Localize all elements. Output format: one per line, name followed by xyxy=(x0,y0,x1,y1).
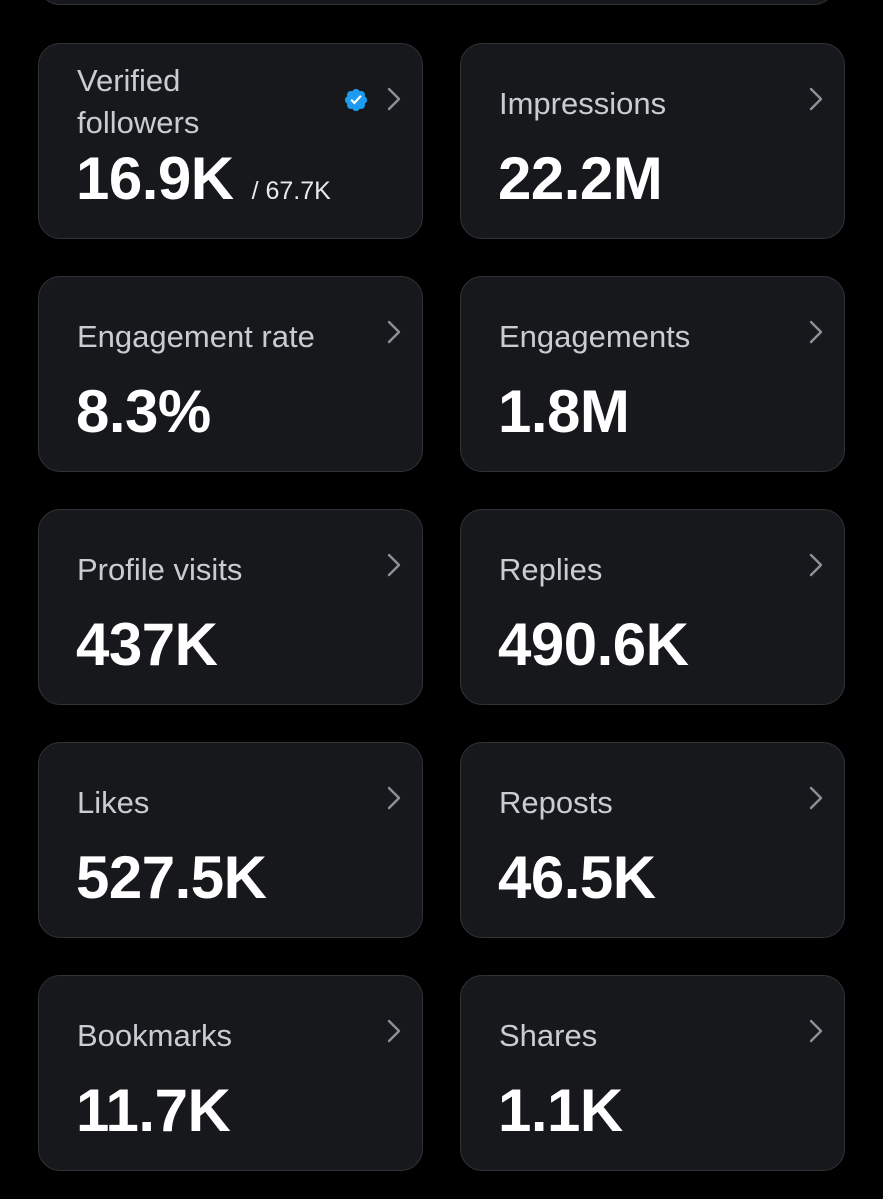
chevron-right-icon xyxy=(387,1019,401,1043)
stat-label: Shares xyxy=(499,1018,598,1053)
stat-card-profile-visits[interactable]: Profile visits 437K xyxy=(38,509,423,705)
stat-value: 527.5K xyxy=(76,844,267,911)
stat-label: Profile visits xyxy=(77,552,243,587)
chevron-right-icon xyxy=(809,786,823,810)
chevron-right-icon xyxy=(809,320,823,344)
stat-value: 1.8M xyxy=(498,378,630,445)
stat-value: 11.7K xyxy=(76,1077,231,1144)
stat-label: Reposts xyxy=(499,785,613,820)
stat-label: Bookmarks xyxy=(77,1018,233,1053)
stat-value: 8.3% xyxy=(76,378,211,445)
previous-card-edge xyxy=(38,0,836,5)
chevron-right-icon xyxy=(387,87,401,111)
stat-card-shares[interactable]: Shares 1.1K xyxy=(460,975,845,1171)
stat-card-engagements[interactable]: Engagements 1.8M xyxy=(460,276,845,472)
stat-card-reposts[interactable]: Reposts 46.5K xyxy=(460,742,845,938)
stat-card-likes[interactable]: Likes 527.5K xyxy=(38,742,423,938)
chevron-right-icon xyxy=(809,1019,823,1043)
chevron-right-icon xyxy=(809,553,823,577)
stat-value: 16.9K/ 67.7K xyxy=(76,145,331,212)
stat-card-bookmarks[interactable]: Bookmarks 11.7K xyxy=(38,975,423,1171)
stat-value: 490.6K xyxy=(498,611,689,678)
stat-label: Engagement rate xyxy=(77,319,315,354)
stat-card-engagement-rate[interactable]: Engagement rate 8.3% xyxy=(38,276,423,472)
chevron-right-icon xyxy=(387,320,401,344)
chevron-right-icon xyxy=(387,553,401,577)
stat-value: 22.2M xyxy=(498,145,663,212)
stat-card-impressions[interactable]: Impressions 22.2M xyxy=(460,43,845,239)
stat-label: Impressions xyxy=(499,86,667,121)
stat-label: Engagements xyxy=(499,319,691,354)
stat-label: Verified followers xyxy=(77,63,200,140)
chevron-right-icon xyxy=(809,87,823,111)
stat-value: 1.1K xyxy=(498,1077,623,1144)
stat-label: Replies xyxy=(499,552,603,587)
stat-label: Likes xyxy=(77,785,150,820)
verified-badge-icon xyxy=(344,88,368,112)
stat-total: / 67.7K xyxy=(251,177,331,205)
stat-card-verified-followers[interactable]: Verified followers 16.9K/ 67.7K xyxy=(38,43,423,239)
stat-card-replies[interactable]: Replies 490.6K xyxy=(460,509,845,705)
chevron-right-icon xyxy=(387,786,401,810)
stat-value: 437K xyxy=(76,611,218,678)
stat-value: 46.5K xyxy=(498,844,656,911)
